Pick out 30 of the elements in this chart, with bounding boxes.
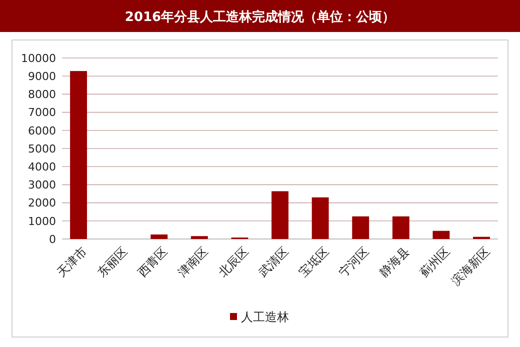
bar bbox=[150, 234, 168, 239]
bar bbox=[392, 216, 410, 239]
y-tick-label: 8000 bbox=[28, 88, 56, 102]
bar bbox=[432, 230, 450, 239]
x-tick-label: 宝坻区 bbox=[296, 244, 332, 280]
y-tick-label: 7000 bbox=[28, 106, 56, 120]
x-tick-label: 武清区 bbox=[256, 244, 292, 280]
bar bbox=[312, 197, 329, 239]
legend-label: 人工造林 bbox=[241, 310, 289, 324]
x-tick-label: 宁河区 bbox=[336, 244, 372, 280]
y-tick-label: 10000 bbox=[21, 52, 56, 65]
y-tick-label: 0 bbox=[49, 232, 56, 246]
y-tick-label: 5000 bbox=[28, 142, 56, 156]
x-tick-label: 津南区 bbox=[175, 244, 211, 280]
x-tick-label: 东丽区 bbox=[94, 244, 130, 280]
y-tick-label: 6000 bbox=[28, 124, 56, 138]
chart-title: 2016年分县人工造林完成情况（单位：公顷） bbox=[124, 9, 396, 25]
x-tick-label: 静海县 bbox=[376, 244, 412, 280]
x-tick-label: 天津市 bbox=[54, 244, 90, 280]
y-tick-label: 4000 bbox=[28, 160, 56, 174]
x-tick-label: 西青区 bbox=[134, 244, 170, 280]
x-tick-label: 北辰区 bbox=[216, 244, 251, 280]
y-tick-label: 2000 bbox=[28, 196, 56, 210]
y-tick-label: 1000 bbox=[28, 214, 56, 228]
bar bbox=[272, 191, 288, 239]
bar bbox=[70, 71, 87, 239]
bar bbox=[190, 236, 208, 239]
bar bbox=[352, 216, 370, 239]
y-tick-label: 3000 bbox=[28, 178, 56, 192]
y-tick-label: 9000 bbox=[28, 70, 56, 83]
